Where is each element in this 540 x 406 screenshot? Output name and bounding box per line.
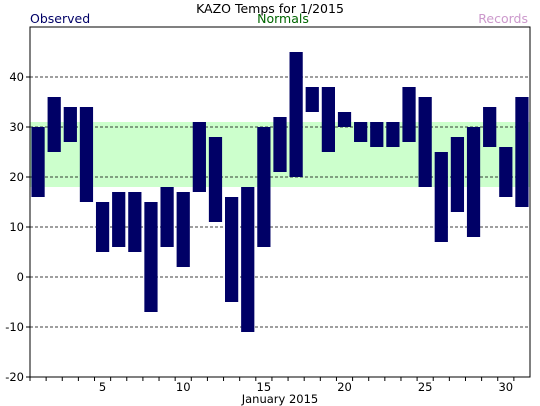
temp-bar-day-26 [434,152,448,242]
temp-bar-day-10 [176,192,190,267]
legend-records: Records [478,11,528,26]
temp-bar-day-20 [337,112,352,127]
temp-bar-day-3 [63,107,77,142]
temp-bar-day-28 [466,127,481,237]
temp-bar-day-22 [370,122,384,147]
temp-bar-day-21 [354,122,368,142]
temp-bar-day-15 [257,127,271,247]
temp-bar-day-7 [128,192,142,252]
temp-bar-day-24 [402,87,416,142]
temp-bar-day-23 [386,122,400,147]
x-axis-title: January 2015 [241,392,319,406]
temp-bar-day-5 [95,202,110,252]
x-tick-label: 25 [418,380,433,394]
x-tick-label: 20 [337,380,352,394]
x-tick-label: 15 [257,380,272,394]
y-tick-label: 10 [9,220,24,234]
legend-normals: Normals [257,11,309,26]
x-axis: 5 10 15 20 25 30 [29,377,515,394]
legend-observed: Observed [30,11,90,26]
temp-bar-day-9 [160,187,174,247]
temp-bar-day-14 [241,187,255,332]
y-tick-label: -20 [5,370,24,384]
x-tick-label: 30 [498,380,513,394]
y-tick-label: 40 [9,70,24,84]
temp-bar-day-31 [515,97,529,207]
y-axis: -20 -10 0 10 20 30 40 [5,70,30,384]
y-tick-label: -10 [5,320,24,334]
temp-bar-day-12 [208,137,223,222]
temp-bar-day-11 [192,122,206,192]
temp-bar-day-27 [450,137,465,212]
temp-bar-day-19 [321,87,335,152]
temp-bar-day-4 [79,107,94,202]
temp-bar-day-6 [112,192,126,247]
temp-bar-day-2 [47,97,61,152]
y-tick-label: 0 [17,270,24,284]
temp-bar-day-25 [418,97,432,187]
temp-bar-day-30 [499,147,513,197]
temp-bar-day-13 [225,197,239,302]
plot-border [29,26,531,378]
x-tick-label: 5 [99,380,106,394]
chart-title: KAZO Temps for 1/2015 [196,1,344,16]
y-tick-label: 30 [9,120,24,134]
x-tick-label: 10 [176,380,191,394]
temp-bar-day-18 [305,87,319,112]
bars [31,52,529,332]
temp-bar-day-16 [273,117,287,172]
temp-bar-day-8 [144,202,158,312]
temp-bar-day-17 [289,52,303,177]
y-tick-label: 20 [9,170,24,184]
temp-bar-day-29 [483,107,497,147]
temp-bar-day-1 [31,127,45,197]
